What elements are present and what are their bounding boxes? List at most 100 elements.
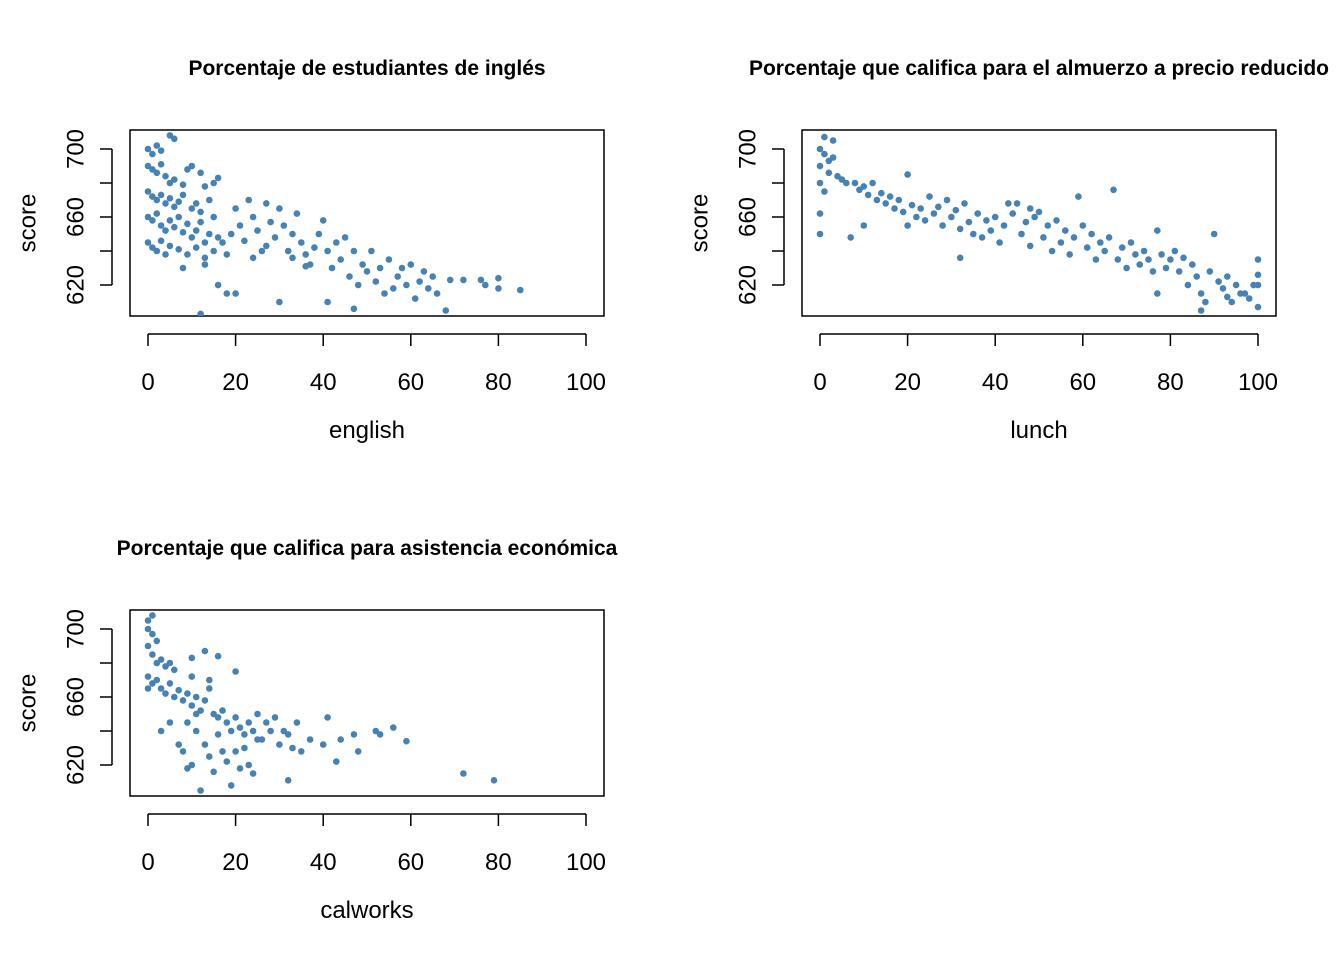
scatter-point <box>821 133 828 141</box>
scatter-point <box>495 274 502 282</box>
scatter-point <box>1101 247 1108 255</box>
x-tick-label: 0 <box>141 849 154 876</box>
data-points <box>144 612 498 794</box>
scatter-point <box>166 659 174 667</box>
scatter-point <box>930 210 938 217</box>
scatter-point <box>188 234 196 241</box>
scatter-point <box>1254 271 1262 279</box>
scatter-point <box>232 205 239 212</box>
scatter-point <box>249 254 257 262</box>
scatter-point <box>201 261 209 268</box>
scatter-point <box>263 200 270 207</box>
scatter-point <box>891 205 898 212</box>
x-tick-label: 80 <box>1157 369 1184 396</box>
scatter-point <box>956 225 964 233</box>
scatter-point <box>184 220 191 228</box>
scatter-point <box>280 222 288 229</box>
plot-frame <box>129 609 605 797</box>
scatter-point <box>192 710 200 718</box>
data-points <box>144 132 524 316</box>
scatter-point <box>188 205 196 212</box>
scatter-point <box>210 247 217 255</box>
scatter-point <box>333 239 340 246</box>
scatter-point <box>1035 208 1043 216</box>
scatter-point <box>1219 285 1227 292</box>
scatter-point <box>1154 227 1161 234</box>
scatter-point <box>873 196 881 204</box>
scatter-point <box>162 690 169 697</box>
x-tick-label: 80 <box>485 369 512 396</box>
y-tick-label: 620 <box>735 265 762 305</box>
scatter-point <box>263 719 270 726</box>
scatter-point <box>1197 307 1205 314</box>
scatter-point <box>1171 247 1179 255</box>
scatter-point <box>311 244 318 251</box>
scatter-point <box>1013 200 1021 207</box>
scatter-point <box>249 213 257 221</box>
scatter-point <box>149 651 156 658</box>
x-tick-label: 60 <box>397 369 424 396</box>
scatter-point <box>192 727 200 735</box>
scatter-point <box>157 685 165 692</box>
scatter-point <box>232 748 239 755</box>
scatter-point <box>1193 273 1200 280</box>
scatter-point <box>1022 218 1030 226</box>
scatter-point <box>843 179 850 187</box>
scatter-point <box>144 625 152 633</box>
scatter-point <box>214 652 222 660</box>
scatter-point <box>184 251 191 258</box>
scatter-point <box>254 227 261 234</box>
scatter-point <box>153 142 161 149</box>
x-axis-label: calworks <box>320 897 413 924</box>
panel-calworks: Porcentaje que califica para asistencia … <box>15 537 618 924</box>
scatter-point <box>974 210 981 217</box>
scatter-point <box>232 668 239 675</box>
scatter-point <box>162 227 169 234</box>
scatter-point <box>171 693 178 701</box>
scatter-point <box>1009 210 1016 217</box>
scatter-point <box>324 298 331 306</box>
scatter-point <box>293 719 301 726</box>
scatter-point <box>306 736 314 743</box>
scatter-point <box>144 239 152 246</box>
scatter-point <box>372 278 380 285</box>
scatter-point <box>157 656 165 663</box>
scatter-point <box>1026 242 1034 250</box>
scatter-point <box>188 162 196 170</box>
scatter-point <box>1145 256 1152 263</box>
scatter-point <box>460 770 467 777</box>
scatter-point <box>1232 281 1240 289</box>
scatter-point <box>337 736 345 743</box>
scatter-point <box>162 172 169 180</box>
scatter-point <box>829 137 837 144</box>
scatter-point <box>403 737 410 745</box>
scatter-point <box>236 724 244 731</box>
y-tick-label: 700 <box>735 129 762 169</box>
x-axis-label: english <box>329 417 405 444</box>
scatter-point <box>1224 273 1231 280</box>
scatter-point <box>276 298 283 306</box>
scatter-point <box>913 213 920 221</box>
scatter-point <box>214 234 222 241</box>
scatter-point <box>1114 256 1122 263</box>
scatter-point <box>1228 298 1235 306</box>
scatter-point <box>390 285 397 292</box>
scatter-point <box>153 637 161 645</box>
scatter-point <box>284 247 292 255</box>
scatter-point <box>166 195 174 202</box>
scatter-point <box>223 251 231 258</box>
scatter-point <box>1162 264 1170 272</box>
scatter-point <box>1254 256 1262 263</box>
scatter-point <box>869 179 876 187</box>
scatter-point <box>227 782 235 789</box>
y-axis-label: score <box>15 194 42 253</box>
scatter-point <box>153 210 161 217</box>
scatter-point <box>149 612 156 619</box>
scatter-point <box>157 222 165 229</box>
scatter-point <box>965 218 973 226</box>
y-axis-label: score <box>687 194 714 253</box>
scatter-point <box>232 290 239 297</box>
scatter-point <box>302 251 310 258</box>
scatter-point <box>926 193 933 200</box>
